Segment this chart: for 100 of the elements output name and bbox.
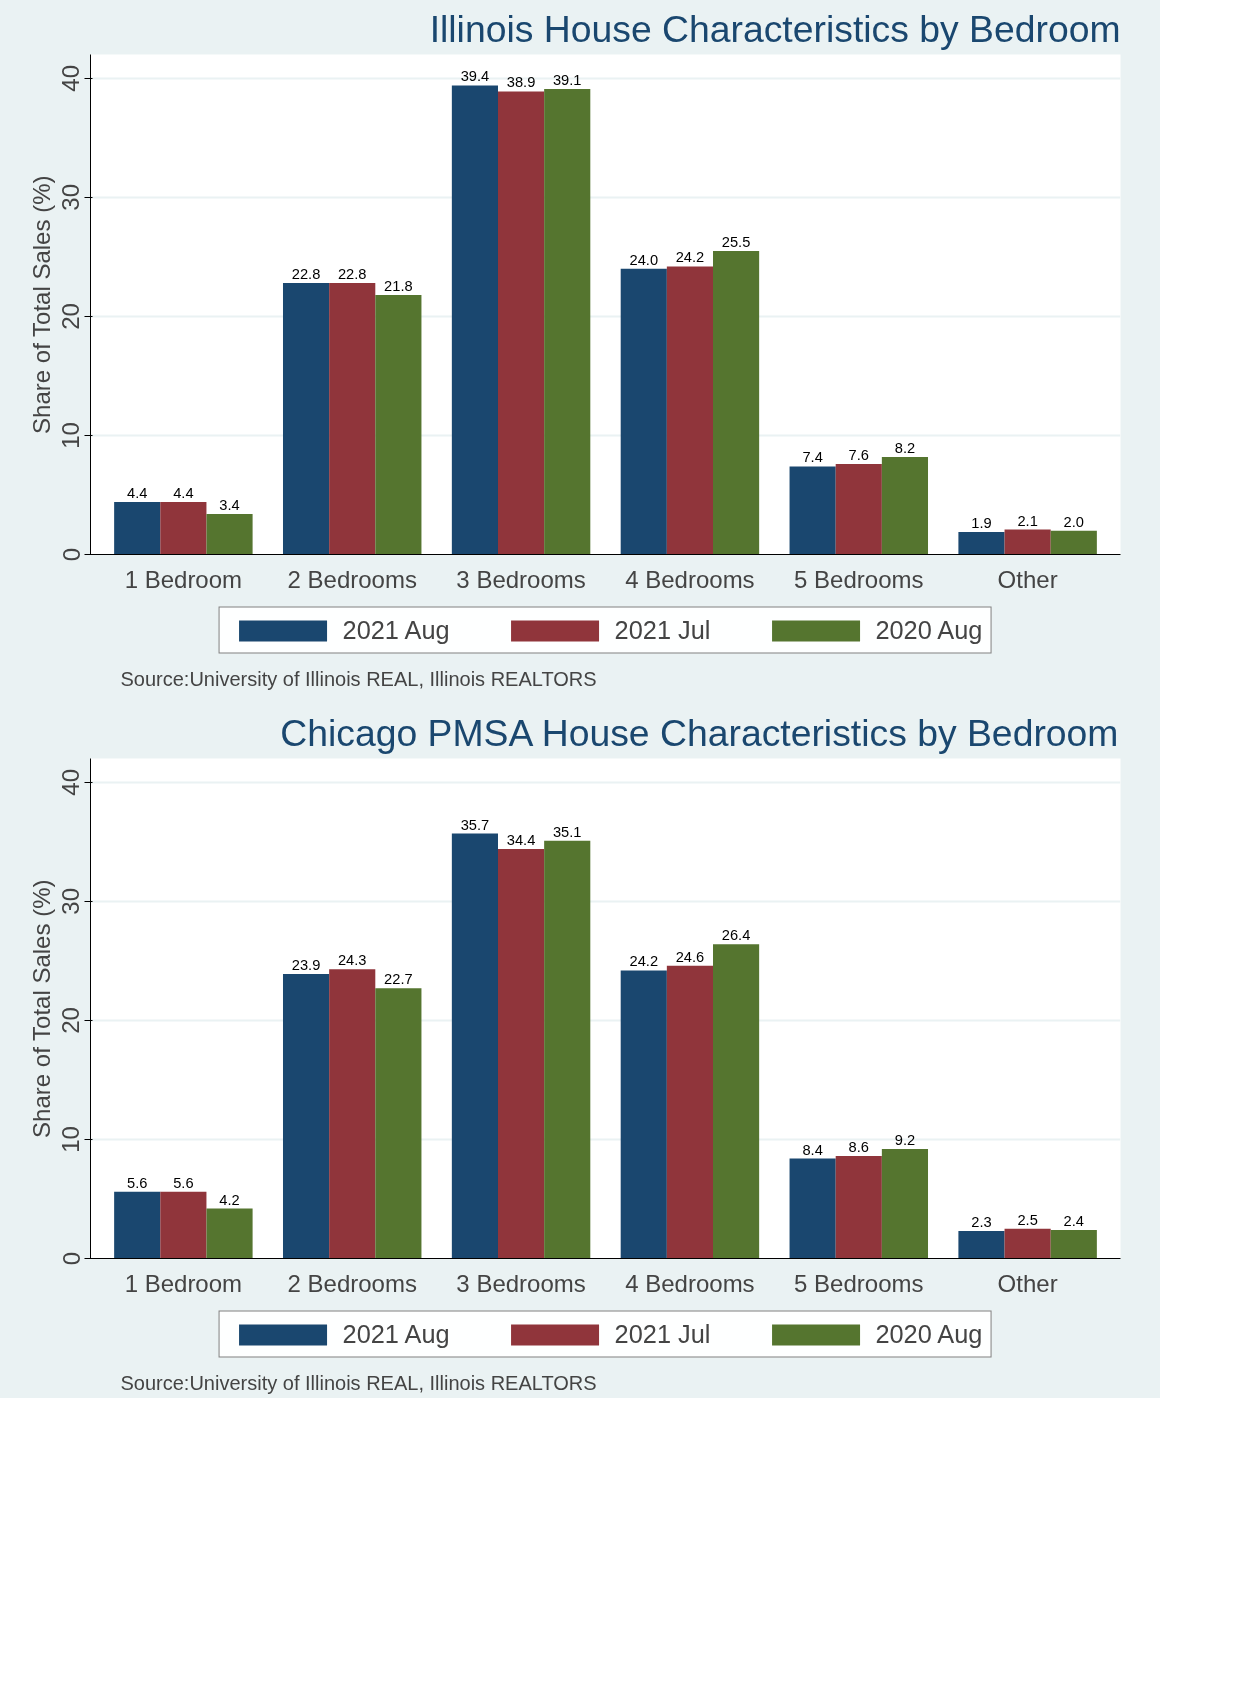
x-tick-label: Other — [997, 565, 1058, 593]
data-label: 4.4 — [173, 485, 194, 502]
x-tick-label: 5 Bedrooms — [794, 1269, 924, 1297]
bar — [544, 89, 591, 555]
bar — [160, 502, 207, 555]
data-label: 1.9 — [971, 514, 992, 531]
bar — [114, 502, 161, 555]
x-tick-label: 2 Bedrooms — [287, 565, 417, 593]
bar — [329, 283, 376, 555]
data-label: 4.2 — [219, 1191, 240, 1208]
data-label: 5.6 — [173, 1174, 194, 1191]
y-tick-label: 0 — [57, 1251, 85, 1266]
bar — [620, 268, 667, 555]
x-tick-label: 1 Bedroom — [124, 1269, 243, 1297]
legend-label: 2020 Aug — [875, 1319, 983, 1349]
y-axis-title: Share of Total Sales (%) — [27, 175, 55, 434]
data-label: 35.1 — [552, 823, 582, 840]
data-label: 2.5 — [1017, 1211, 1038, 1228]
data-label: 2.4 — [1063, 1212, 1084, 1229]
y-tick-label: 10 — [57, 1126, 85, 1153]
y-tick-label: 10 — [57, 422, 85, 449]
y-tick-label: 40 — [57, 64, 85, 92]
bar — [329, 969, 376, 1259]
legend-label: 2021 Aug — [342, 1319, 450, 1349]
bar — [1004, 529, 1051, 555]
bar — [881, 456, 929, 555]
data-label: 26.4 — [721, 927, 751, 944]
data-label: 7.4 — [802, 449, 823, 466]
data-label: 25.5 — [721, 233, 751, 250]
data-label: 7.6 — [848, 447, 869, 464]
bar — [1050, 1229, 1097, 1259]
legend-label: 2021 Jul — [614, 1319, 711, 1349]
bar — [375, 294, 422, 555]
bar — [789, 1158, 836, 1259]
data-label: 3.4 — [219, 497, 240, 514]
data-label: 8.2 — [894, 439, 916, 456]
bar — [835, 464, 882, 555]
bar — [160, 1191, 207, 1259]
bar — [713, 250, 760, 555]
data-label: 24.3 — [337, 952, 367, 969]
bar — [451, 833, 498, 1259]
bar — [620, 970, 667, 1259]
y-tick-label: 40 — [57, 768, 85, 796]
x-tick-label: 3 Bedrooms — [456, 1269, 586, 1297]
y-tick-label: 20 — [57, 303, 85, 330]
legend-label: 2021 Jul — [614, 615, 711, 645]
data-label: 24.6 — [675, 948, 705, 965]
chart-title: Illinois House Characteristics by Bedroom — [429, 7, 1121, 50]
x-tick-label: 1 Bedroom — [124, 565, 243, 593]
bar — [375, 988, 422, 1259]
data-label: 22.8 — [337, 266, 367, 283]
data-label: 24.0 — [629, 251, 659, 268]
bar — [282, 283, 330, 555]
bar — [666, 965, 713, 1259]
data-label: 9.2 — [894, 1131, 916, 1148]
y-tick-label: 30 — [57, 888, 85, 915]
x-tick-label: 3 Bedrooms — [456, 565, 586, 593]
data-label: 23.9 — [291, 956, 321, 973]
data-label: 21.8 — [384, 277, 413, 294]
data-label: 2.3 — [971, 1214, 992, 1231]
bar — [1050, 530, 1097, 555]
bar — [881, 1148, 929, 1259]
x-tick-label: 4 Bedrooms — [625, 1269, 755, 1297]
data-label: 39.1 — [552, 72, 582, 89]
source-note: Source:University of Illinois REAL, Illinois REALTORS — [120, 667, 597, 690]
y-axis-title: Share of Total Sales (%) — [27, 879, 55, 1138]
bar — [451, 85, 498, 555]
bar — [498, 848, 545, 1259]
data-label: 22.7 — [384, 971, 413, 988]
data-label: 34.4 — [506, 831, 536, 848]
bar — [958, 1231, 1005, 1259]
bar — [835, 1156, 882, 1259]
bar — [206, 514, 253, 555]
x-tick-label: 5 Bedrooms — [794, 565, 924, 593]
data-label: 22.8 — [291, 266, 321, 283]
data-label: 24.2 — [629, 953, 659, 970]
bar — [789, 466, 836, 555]
bar — [713, 944, 760, 1259]
data-label: 8.4 — [802, 1141, 823, 1158]
legend-label: 2020 Aug — [875, 615, 983, 645]
data-label: 2.0 — [1063, 513, 1084, 530]
bar — [206, 1208, 253, 1259]
bar — [498, 91, 545, 555]
bar — [1004, 1228, 1051, 1259]
x-tick-label: 2 Bedrooms — [287, 1269, 417, 1297]
chart-title: Chicago PMSA House Characteristics by Bedroom — [280, 711, 1119, 754]
bar — [282, 973, 330, 1259]
data-label: 5.6 — [127, 1174, 148, 1191]
data-label: 8.6 — [848, 1139, 869, 1156]
bar — [666, 266, 713, 555]
data-label: 38.9 — [506, 74, 536, 91]
data-label: 35.7 — [460, 816, 490, 833]
data-label: 4.4 — [127, 485, 148, 502]
data-label: 2.1 — [1017, 512, 1038, 529]
source-note: Source:University of Illinois REAL, Illinois REALTORS — [120, 1371, 597, 1394]
y-tick-label: 30 — [57, 184, 85, 211]
x-tick-label: Other — [997, 1269, 1058, 1297]
bar — [114, 1191, 161, 1259]
data-label: 24.2 — [675, 249, 705, 266]
x-tick-label: 4 Bedrooms — [625, 565, 755, 593]
